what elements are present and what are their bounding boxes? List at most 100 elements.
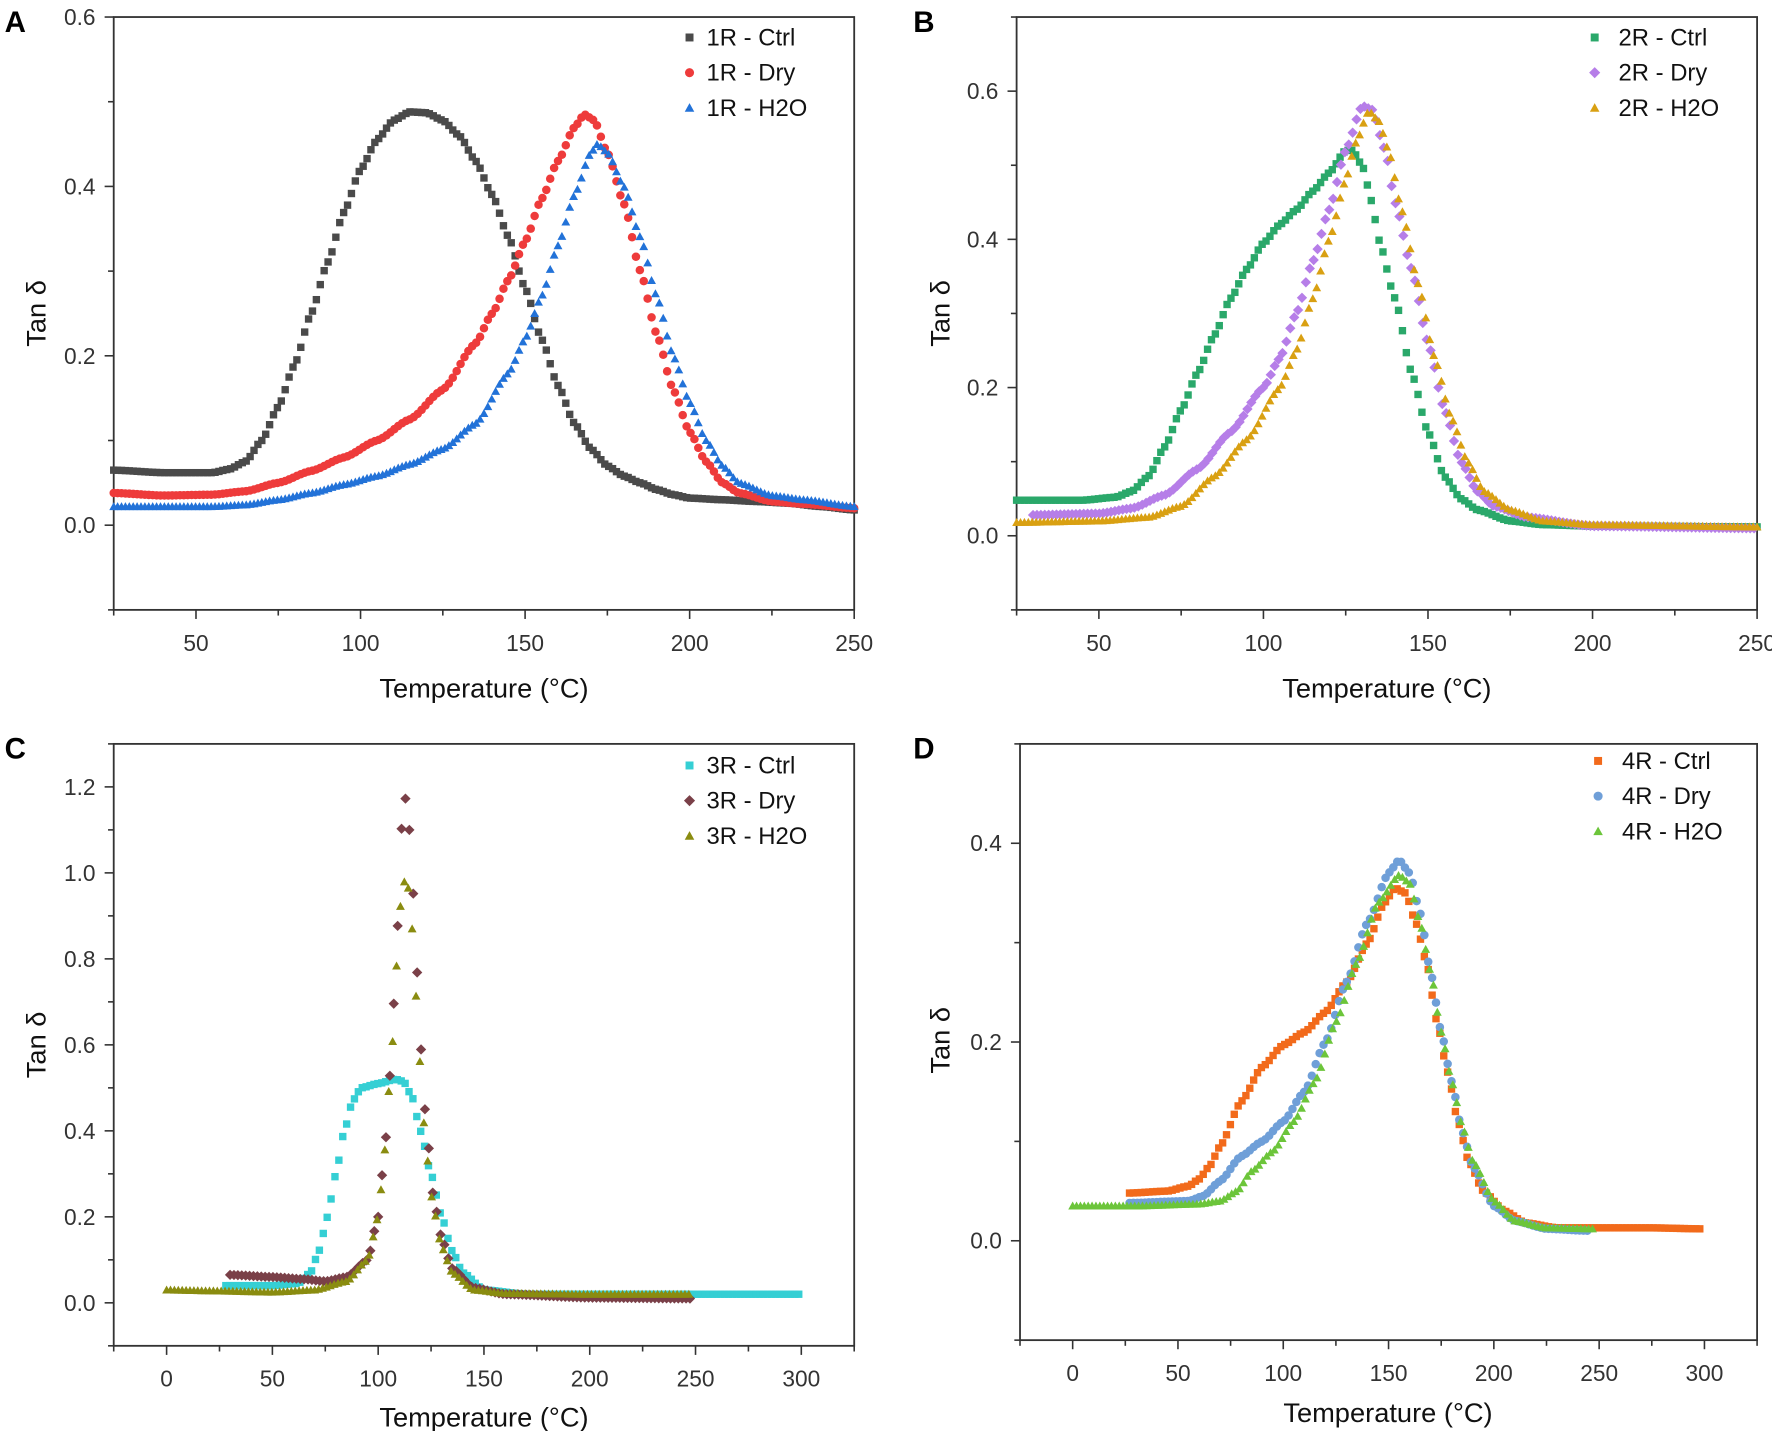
- data-point: [1509, 1212, 1518, 1220]
- data-point: [499, 222, 508, 230]
- data-point: [1394, 194, 1403, 203]
- data-point: [1448, 416, 1458, 425]
- data-point: [518, 240, 528, 250]
- data-point: [1273, 1046, 1281, 1055]
- y-tick-label: 0.6: [64, 1032, 96, 1058]
- data-point: [1274, 222, 1282, 230]
- data-point: [365, 1245, 376, 1256]
- data-point: [639, 276, 649, 286]
- data-point: [589, 446, 597, 455]
- data-point: [226, 465, 235, 473]
- data-point: [534, 297, 543, 306]
- data-point: [164, 468, 172, 477]
- data-point: [682, 422, 691, 431]
- data-point: [374, 1079, 382, 1088]
- data-point: [1405, 262, 1417, 274]
- data-point: [495, 294, 504, 304]
- data-point: [748, 1290, 756, 1298]
- data-point: [339, 208, 348, 217]
- data-point: [1293, 1111, 1303, 1120]
- data-point: [1079, 496, 1087, 504]
- data-point: [1363, 181, 1372, 189]
- data-point: [1253, 419, 1263, 428]
- data-point: [1292, 1032, 1301, 1041]
- data-point: [1289, 312, 1300, 323]
- data-point: [510, 355, 520, 364]
- data-point: [1440, 1052, 1448, 1060]
- series-2r-h2o: [1012, 108, 1762, 531]
- data-point: [238, 458, 247, 467]
- data-point: [553, 241, 563, 250]
- x-tick-label: 100: [342, 630, 380, 656]
- data-point: [1381, 898, 1390, 906]
- data-point: [553, 156, 563, 166]
- data-point: [1257, 382, 1269, 394]
- data-point: [1098, 494, 1107, 503]
- data-point: [410, 108, 418, 116]
- data-point: [145, 468, 153, 476]
- legend-label: 3R - Ctrl: [707, 752, 796, 779]
- data-point: [1203, 476, 1213, 485]
- data-point: [1618, 1224, 1626, 1232]
- data-point: [376, 1185, 386, 1194]
- data-point: [1312, 1017, 1320, 1025]
- data-point: [1355, 130, 1364, 139]
- data-point: [1591, 1224, 1599, 1232]
- data-point: [1425, 335, 1435, 344]
- data-point: [1320, 214, 1331, 225]
- data-point: [222, 1281, 230, 1290]
- data-point: [1394, 306, 1403, 315]
- data-point: [1429, 441, 1438, 450]
- data-point: [137, 467, 145, 476]
- data-point: [1495, 498, 1505, 507]
- data-point: [1374, 897, 1384, 906]
- data-point: [312, 295, 321, 304]
- data-point: [403, 883, 413, 892]
- data-point: [300, 328, 309, 336]
- x-tick-label: 50: [183, 630, 208, 656]
- data-point: [592, 121, 602, 130]
- data-point: [254, 440, 262, 449]
- data-point: [1191, 1177, 1200, 1185]
- data-point: [324, 258, 332, 266]
- data-point: [1414, 390, 1422, 399]
- data-point: [475, 332, 485, 342]
- data-point: [257, 1281, 265, 1290]
- data-point: [1285, 211, 1294, 220]
- data-point: [702, 495, 710, 503]
- data-point: [1234, 416, 1245, 428]
- data-point: [315, 1246, 324, 1254]
- data-point: [390, 116, 399, 124]
- data-point: [1246, 1084, 1254, 1092]
- data-point: [1339, 995, 1349, 1004]
- legend-label: 1R - Dry: [707, 60, 796, 87]
- data-point: [328, 248, 336, 256]
- data-point: [456, 133, 465, 141]
- data-point: [1292, 1097, 1301, 1107]
- data-point: [647, 313, 656, 322]
- data-point: [1176, 1184, 1184, 1192]
- data-point: [1164, 436, 1173, 444]
- y-tick-label: 0.0: [64, 512, 96, 538]
- legend: 4R - Ctrl 4R - Dry 4R - H2O: [1622, 748, 1723, 845]
- data-point: [1141, 1188, 1149, 1196]
- data-point: [411, 991, 421, 1000]
- data-point: [604, 462, 613, 471]
- data-point: [1196, 365, 1204, 374]
- data-point: [1420, 930, 1429, 940]
- data-point: [1296, 333, 1306, 342]
- data-point: [1161, 443, 1169, 451]
- data-point: [1370, 925, 1378, 933]
- data-point: [1335, 988, 1343, 996]
- data-point: [1676, 1224, 1685, 1233]
- data-point: [335, 1156, 343, 1164]
- x-axis-title: Temperature (°C): [379, 1401, 588, 1431]
- data-point: [1261, 377, 1273, 389]
- data-point: [1230, 447, 1240, 456]
- data-point: [1168, 1186, 1176, 1194]
- data-point: [1433, 455, 1442, 463]
- data-point: [1496, 514, 1504, 522]
- data-point: [733, 496, 741, 505]
- data-point: [1258, 240, 1266, 248]
- data-point: [1425, 345, 1436, 356]
